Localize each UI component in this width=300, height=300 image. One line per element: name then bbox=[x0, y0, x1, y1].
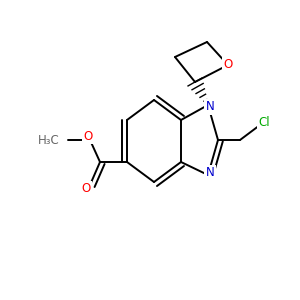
Text: O: O bbox=[224, 58, 232, 71]
Text: O: O bbox=[83, 130, 93, 142]
Text: O: O bbox=[81, 182, 91, 196]
Text: N: N bbox=[206, 100, 214, 113]
Text: Cl: Cl bbox=[258, 116, 270, 130]
Text: N: N bbox=[206, 167, 214, 179]
Text: H₃C: H₃C bbox=[38, 134, 60, 146]
